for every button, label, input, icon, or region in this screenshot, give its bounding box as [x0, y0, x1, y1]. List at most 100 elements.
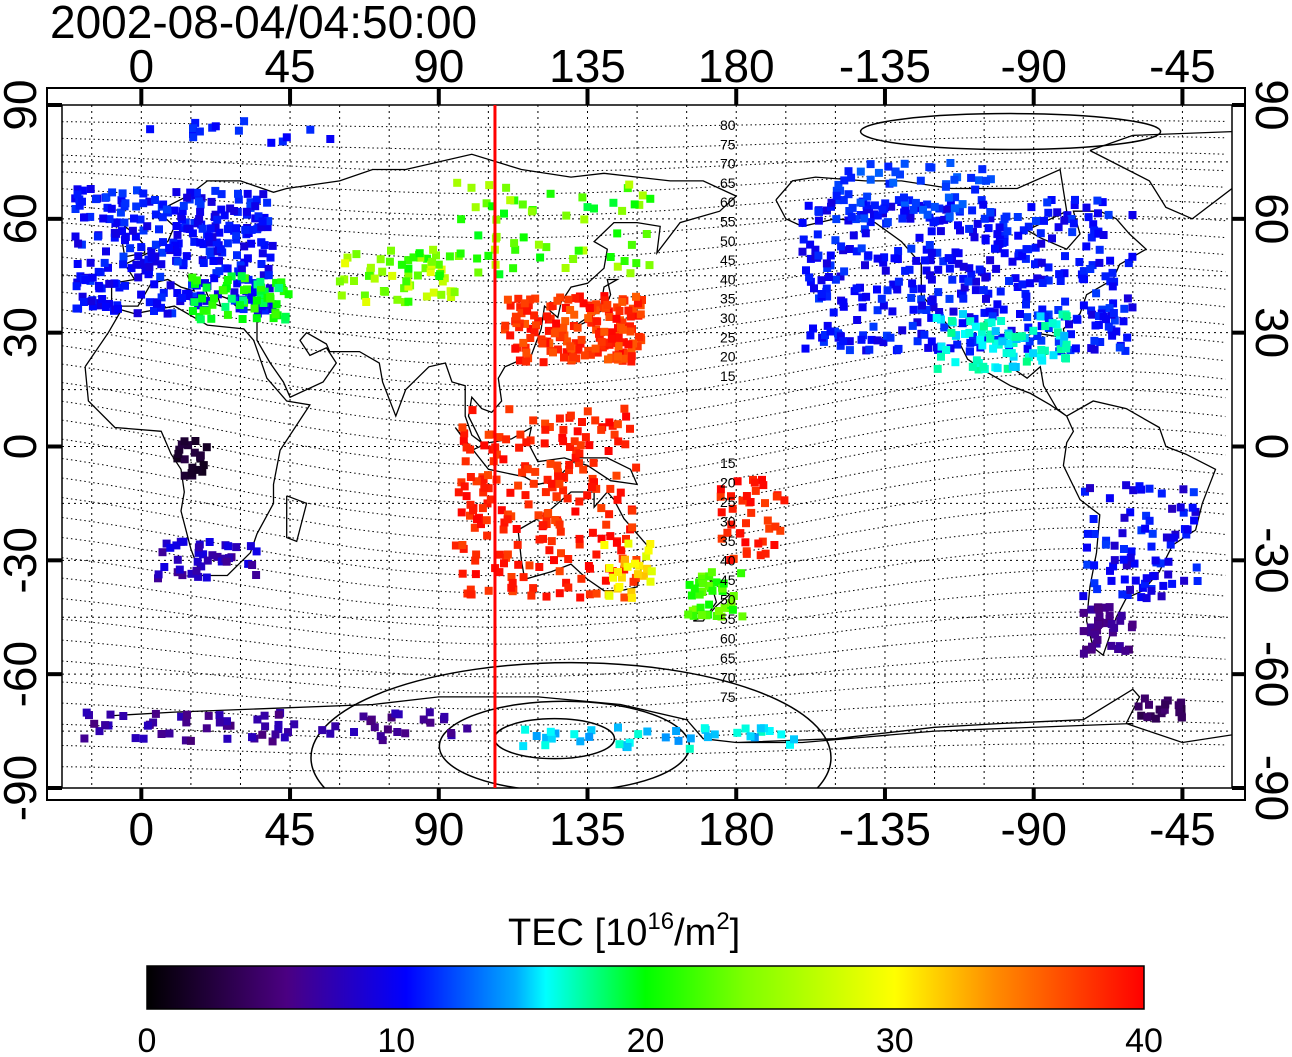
tec-cell	[967, 270, 976, 279]
tec-cell	[130, 214, 138, 223]
tec-cell	[857, 335, 866, 344]
tec-cell	[984, 224, 993, 233]
tec-cell	[887, 202, 896, 211]
tec-cell	[1099, 231, 1108, 239]
lat-label-right: 0	[1246, 434, 1292, 460]
contour-label: 70	[720, 670, 736, 686]
tec-cell	[447, 293, 456, 301]
tec-cell	[529, 479, 538, 488]
tec-cell	[772, 492, 781, 501]
tec-cell	[188, 292, 197, 301]
tec-cell	[590, 478, 598, 487]
tec-cell	[459, 436, 468, 445]
magnetic-contour	[62, 334, 1226, 407]
tec-cell	[416, 253, 425, 262]
tec-cell	[878, 205, 887, 214]
tec-cell	[517, 309, 526, 318]
tec-cell	[157, 260, 166, 269]
tec-cell	[194, 548, 203, 557]
tec-cell	[523, 465, 532, 474]
tec-cell	[631, 559, 639, 568]
tec-cell	[951, 193, 960, 202]
tec-cell	[879, 338, 888, 347]
tec-cell	[510, 239, 519, 248]
tec-cell	[832, 186, 841, 195]
tec-cell	[112, 229, 121, 238]
tec-cell	[961, 330, 969, 338]
tec-cell	[536, 253, 545, 262]
tec-cell	[290, 720, 299, 729]
magnetic-contour	[62, 370, 1226, 447]
tec-cell	[471, 570, 480, 579]
contour-label: 25	[720, 494, 736, 510]
tec-cell	[1164, 557, 1173, 566]
tec-cell	[196, 315, 205, 324]
tec-cell	[1175, 708, 1184, 717]
colorbar	[146, 965, 1145, 1010]
lat-label-right: 30	[1246, 307, 1292, 358]
tec-cell	[158, 213, 167, 222]
tec-cell	[1062, 344, 1071, 353]
tec-cell	[80, 298, 88, 306]
tec-cell	[576, 593, 585, 602]
tec-cell	[989, 344, 998, 353]
tec-cell	[587, 726, 596, 735]
tec-cell	[643, 727, 652, 736]
tec-cell	[546, 189, 555, 198]
tec-cell	[207, 197, 216, 206]
tec-cell	[180, 471, 189, 480]
tec-cell	[629, 339, 638, 348]
tec-cell	[243, 254, 252, 263]
tec-cell	[1105, 494, 1114, 503]
tec-cell	[600, 296, 609, 305]
tec-cell	[927, 227, 936, 236]
tec-cell	[173, 454, 182, 463]
tec-cell	[806, 331, 815, 340]
tec-cell	[404, 269, 413, 278]
tec-cell	[881, 199, 890, 208]
tec-cell	[1060, 331, 1069, 340]
tec-cell	[473, 254, 482, 263]
tec-cell	[966, 347, 974, 356]
tec-cell	[976, 335, 985, 344]
tec-cell	[823, 264, 832, 272]
tec-cell	[852, 284, 861, 293]
tec-cell	[223, 264, 232, 273]
tec-cell	[1002, 349, 1011, 358]
tec-cell	[1003, 364, 1012, 373]
tec-cell	[234, 189, 242, 198]
tec-cell	[904, 211, 913, 220]
tec-cell	[1048, 234, 1056, 243]
tec-cell	[118, 227, 126, 236]
tec-cell	[1137, 711, 1146, 720]
magnetic-contour	[62, 389, 1226, 466]
tec-cell	[73, 190, 82, 199]
tec-cell	[937, 342, 946, 351]
tec-cell	[541, 741, 550, 750]
tec-cell	[274, 725, 283, 733]
tec-cell	[930, 202, 939, 211]
tec-cell	[555, 567, 564, 576]
tec-cell	[107, 204, 116, 213]
tec-cell	[1110, 556, 1119, 565]
tec-cell	[1067, 330, 1075, 339]
tec-cell	[1083, 543, 1091, 552]
tec-cell	[215, 711, 224, 720]
tec-cell	[968, 362, 977, 371]
tec-cell	[1093, 635, 1102, 644]
tec-cell	[716, 492, 725, 501]
tec-cell	[817, 276, 826, 285]
tec-cell	[127, 264, 136, 273]
tec-cell	[159, 288, 168, 297]
tec-cell	[550, 556, 558, 565]
tec-cell	[958, 290, 967, 299]
contour-label: 40	[720, 553, 736, 569]
tec-cell	[617, 573, 626, 582]
tec-cell	[268, 300, 277, 309]
tec-cell	[1062, 312, 1071, 321]
tec-cell	[542, 592, 551, 601]
tec-cell	[628, 506, 637, 515]
tec-cell	[94, 267, 103, 276]
tec-cell	[550, 329, 559, 338]
tec-cell	[1105, 304, 1114, 313]
